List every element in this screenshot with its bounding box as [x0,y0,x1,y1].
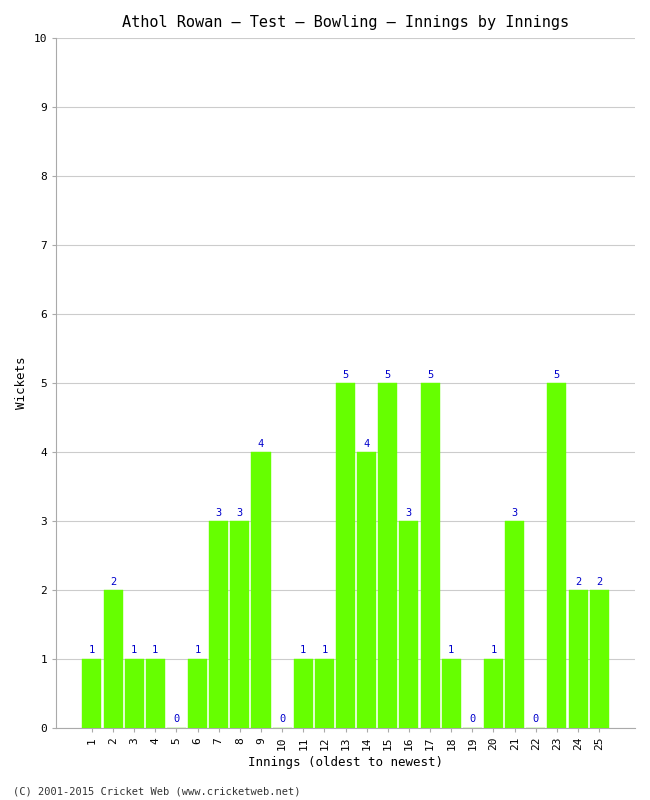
Bar [484,659,503,728]
Text: 1: 1 [300,646,306,655]
Bar [252,452,270,728]
Text: (C) 2001-2015 Cricket Web (www.cricketweb.net): (C) 2001-2015 Cricket Web (www.cricketwe… [13,786,300,796]
Text: 3: 3 [512,507,518,518]
Text: 5: 5 [385,370,391,379]
Text: 5: 5 [427,370,433,379]
Text: 1: 1 [89,646,95,655]
Bar [505,521,524,728]
Text: 1: 1 [194,646,201,655]
Bar [400,521,419,728]
Bar [442,659,461,728]
Text: 2: 2 [575,577,581,586]
Text: 5: 5 [343,370,348,379]
Bar [230,521,250,728]
Text: 1: 1 [152,646,159,655]
Text: 5: 5 [554,370,560,379]
Bar [547,383,566,728]
Text: 4: 4 [363,438,370,449]
Text: 1: 1 [448,646,454,655]
Text: 3: 3 [406,507,412,518]
Text: 1: 1 [131,646,137,655]
Text: 4: 4 [258,438,264,449]
Y-axis label: Wickets: Wickets [15,357,28,410]
X-axis label: Innings (oldest to newest): Innings (oldest to newest) [248,756,443,769]
Text: 1: 1 [321,646,328,655]
Bar [378,383,397,728]
Text: 0: 0 [532,714,539,725]
Text: 2: 2 [110,577,116,586]
Bar [83,659,101,728]
Text: 0: 0 [174,714,179,725]
Bar [569,590,588,728]
Bar [421,383,439,728]
Title: Athol Rowan – Test – Bowling – Innings by Innings: Athol Rowan – Test – Bowling – Innings b… [122,15,569,30]
Text: 3: 3 [237,507,243,518]
Text: 1: 1 [490,646,497,655]
Bar [103,590,123,728]
Text: 0: 0 [469,714,476,725]
Bar [188,659,207,728]
Bar [209,521,228,728]
Bar [125,659,144,728]
Bar [590,590,608,728]
Bar [357,452,376,728]
Bar [336,383,355,728]
Bar [315,659,334,728]
Text: 0: 0 [279,714,285,725]
Bar [146,659,165,728]
Text: 3: 3 [216,507,222,518]
Text: 2: 2 [596,577,603,586]
Bar [294,659,313,728]
